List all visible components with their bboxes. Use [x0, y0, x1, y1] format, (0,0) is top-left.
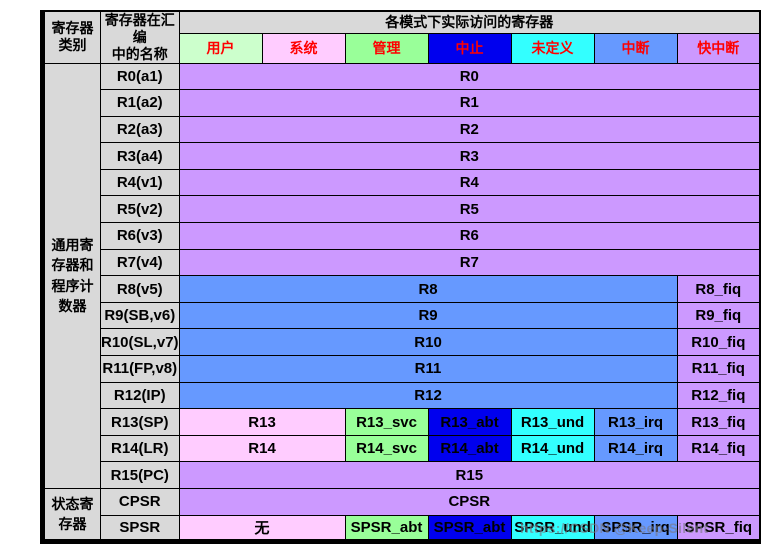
register-value-cell: R1 [178, 89, 761, 117]
register-table-body: 通用寄 存器和 程序计 数器 R0(a1) R0 R1(a2) R1 R2(a3) R2 R3… [42, 62, 761, 543]
register-category-cell: 通用寄 存器和 程序计 数器 [42, 62, 101, 489]
register-value-cell: R9 [178, 301, 678, 330]
header-modes-title: 各模式下实际访问的寄存器 [178, 10, 761, 34]
register-value-cell: R6 [178, 222, 761, 250]
register-row: R8(v5) R8 R8_fiq [43, 275, 761, 303]
register-row: R2(a3) R2 [43, 115, 761, 144]
register-value-cell: R13_svc [344, 408, 429, 436]
register-row: R10(SL,v7) R10 R10_fiq [43, 328, 761, 357]
register-value-cell: SPSR_fiq [676, 514, 761, 543]
register-value-cell: R7 [178, 248, 761, 277]
register-value-cell: R8_fiq [676, 275, 761, 303]
mode-header-irq: 中断 [593, 32, 678, 64]
register-name-cell: R1(a2) [100, 89, 180, 117]
register-name-cell: R12(IP) [100, 381, 180, 410]
register-value-cell: R0 [178, 62, 761, 91]
mode-header-undefined: 未定义 [510, 32, 595, 64]
register-value-cell: R9_fiq [676, 301, 761, 330]
header-row-modes: 用户 系统 管理 中止 未定义 中断 快中断 [43, 32, 761, 64]
register-value-cell: SPSR_irq [593, 514, 678, 543]
register-name-cell: R15(PC) [100, 461, 180, 489]
register-value-cell: R14_und [510, 434, 595, 463]
register-name-cell: SPSR [100, 514, 180, 543]
register-value-cell: SPSR_abt [427, 514, 512, 543]
mode-header-system: 系统 [261, 32, 346, 64]
register-value-cell: R14_fiq [676, 434, 761, 463]
register-value-cell: R10_fiq [676, 328, 761, 357]
register-name-cell: CPSR [100, 488, 180, 516]
register-value-cell: R11 [178, 355, 678, 383]
register-row: R7(v4) R7 [43, 248, 761, 277]
register-value-cell: R4 [178, 168, 761, 197]
register-value-cell: R14 [178, 434, 346, 463]
header-register-category: 寄存器 类别 [42, 10, 101, 64]
register-row: R4(v1) R4 [43, 168, 761, 197]
register-value-cell: R15 [178, 461, 761, 489]
mode-header-abort: 中止 [427, 32, 512, 64]
register-row: 通用寄 存器和 程序计 数器 R0(a1) R0 [42, 62, 761, 489]
register-value-cell: R14_irq [593, 434, 678, 463]
register-value-cell: R13_abt [427, 408, 512, 436]
register-name-cell: R2(a3) [100, 115, 180, 144]
register-name-cell: R14(LR) [100, 434, 180, 463]
register-value-cell: R14_abt [427, 434, 512, 463]
register-value-cell: 无 [178, 514, 346, 543]
register-name-cell: R13(SP) [100, 408, 180, 436]
register-name-cell: R5(v2) [100, 195, 180, 224]
register-row: R14(LR) R14 R14_svc R14_abt R14_und R14_irq R1… [43, 434, 761, 463]
register-name-cell: R7(v4) [100, 248, 180, 277]
register-row: R11(FP,v8) R11 R11_fiq [43, 355, 761, 383]
register-row: R13(SP) R13 R13_svc R13_abt R13_und R13_irq R1… [43, 408, 761, 436]
register-value-cell: R13 [178, 408, 346, 436]
register-row: R6(v3) R6 [43, 222, 761, 250]
register-value-cell: R5 [178, 195, 761, 224]
register-value-cell: R14_svc [344, 434, 429, 463]
register-name-cell: R3(a4) [100, 142, 180, 170]
header-register-asm-name: 寄存器在汇编 中的名称 [100, 10, 180, 64]
register-banking-table: 寄存器 类别 寄存器在汇编 中的名称 各模式下实际访问的寄存器 用户 系统 管理 中止… [40, 10, 762, 545]
register-row: R5(v2) R5 [43, 195, 761, 224]
register-value-cell: R3 [178, 142, 761, 170]
register-row: R3(a4) R3 [43, 142, 761, 170]
mode-header-fiq: 快中断 [676, 32, 761, 64]
register-value-cell: R11_fiq [676, 355, 761, 383]
register-name-cell: R0(a1) [100, 62, 180, 91]
register-name-cell: R9(SB,v6) [100, 301, 180, 330]
mode-header-user: 用户 [178, 32, 263, 64]
register-name-cell: R6(v3) [100, 222, 180, 250]
register-value-cell: R8 [178, 275, 678, 303]
register-category-cell: 状态寄 存器 [42, 487, 101, 543]
register-name-cell: R10(SL,v7) [100, 328, 180, 357]
register-value-cell: R2 [178, 115, 761, 144]
register-value-cell: R10 [178, 328, 678, 357]
register-row: R12(IP) R12 R12_fiq [43, 381, 761, 410]
register-value-cell: SPSR_abt [344, 514, 429, 543]
header-row-top: 寄存器 类别 寄存器在汇编 中的名称 各模式下实际访问的寄存器 [42, 10, 761, 64]
mode-header-supervisor: 管理 [344, 32, 429, 64]
register-name-cell: R11(FP,v8) [100, 355, 180, 383]
register-row: SPSR 无 SPSR_abt SPSR_abt SPSR_und SPSR_irq SPS… [43, 514, 761, 543]
register-row: 状态寄 存器 CPSR CPSR [42, 487, 761, 543]
register-value-cell: R13_irq [593, 408, 678, 436]
register-row: R9(SB,v6) R9 R9_fiq [43, 301, 761, 330]
register-value-cell: CPSR [178, 488, 761, 516]
register-value-cell: R12 [178, 381, 678, 410]
register-name-cell: R8(v5) [100, 275, 180, 303]
register-value-cell: R13_fiq [676, 408, 761, 436]
register-row: R1(a2) R1 [43, 89, 761, 117]
register-value-cell: SPSR_und [510, 514, 595, 543]
register-name-cell: R4(v1) [100, 168, 180, 197]
register-value-cell: R12_fiq [676, 381, 761, 410]
register-row: R15(PC) R15 [43, 461, 761, 489]
register-value-cell: R13_und [510, 408, 595, 436]
